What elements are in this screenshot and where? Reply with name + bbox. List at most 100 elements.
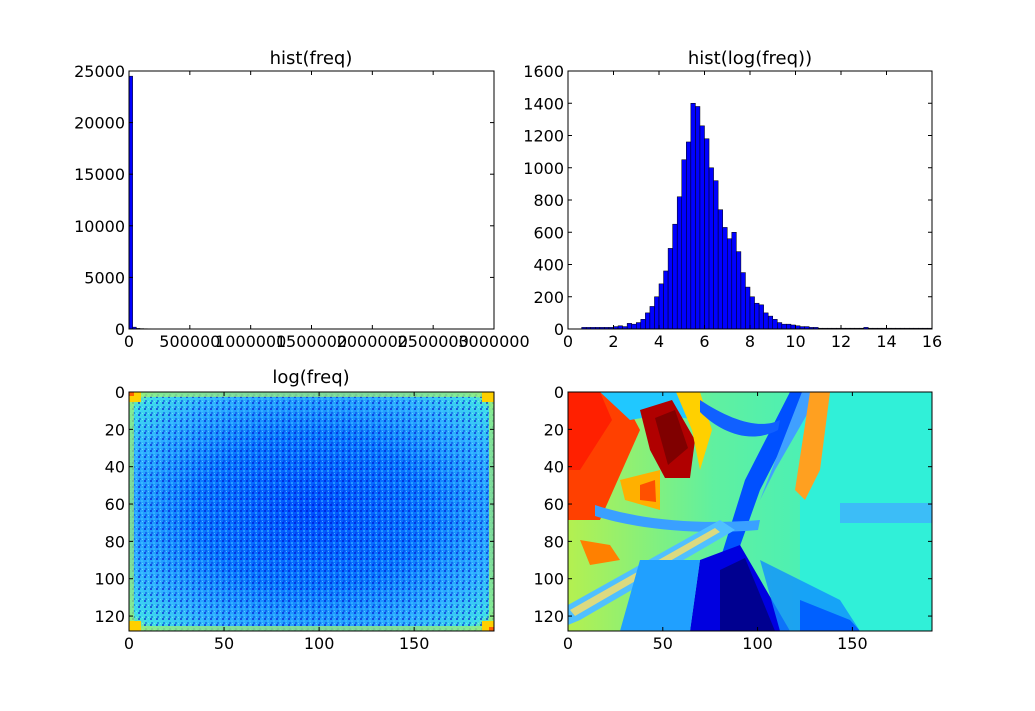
log-freq-ytick-label: 120 <box>94 607 125 626</box>
hist-freq-xtick-label: 2000000 <box>337 332 408 351</box>
hist-log-freq-xtick-label: 8 <box>745 332 755 351</box>
face-image-xtick-label: 50 <box>653 634 673 653</box>
hist-freq-bars <box>128 75 166 330</box>
hist-log-freq-xtick-label: 6 <box>699 332 709 351</box>
face-image-xtick-label: 150 <box>837 634 868 653</box>
hist-log-freq-bar <box>631 323 637 330</box>
face-image-ytick-label: 60 <box>544 495 564 514</box>
hist-log-freq-bar <box>686 141 692 330</box>
log-freq-ytick-label: 40 <box>105 458 125 477</box>
hist-log-freq-bars <box>581 103 933 330</box>
hist-log-freq-xtick-label: 2 <box>608 332 618 351</box>
face-image-xtick-label: 100 <box>742 634 773 653</box>
hist-freq-ytick-label: 15000 <box>74 165 125 184</box>
hist-log-freq-ytick-label: 0 <box>554 320 564 339</box>
hist-log-freq-bar <box>717 209 723 330</box>
hist-log-freq-ytick-label: 400 <box>533 256 564 275</box>
hist-log-freq-axes: 0 2 4 6 8 10 12 14 16 0 200 400 600 800 1000 1200 1400 16… <box>523 62 942 351</box>
hist-log-freq-xtick-label: 4 <box>654 332 664 351</box>
hist-log-freq-xtick-label: 0 <box>563 332 573 351</box>
hist-freq-bar <box>128 75 133 330</box>
hist-freq-ytick-label: 20000 <box>74 114 125 133</box>
image-panel: 0 50 100 150 0 20 40 60 80 100 120 <box>533 383 933 653</box>
hist-log-freq-bar <box>772 319 778 330</box>
log-freq-ytick-label: 0 <box>115 383 125 402</box>
hist-log-freq-bar <box>699 125 705 330</box>
face-image-ytick-label: 0 <box>554 383 564 402</box>
log-freq-image <box>129 392 494 631</box>
hist-log-freq-bar <box>676 196 683 330</box>
hist-log-freq-ytick-label: 1600 <box>523 62 564 81</box>
hist-log-freq-bar <box>658 283 664 330</box>
hist-log-freq-bar <box>626 323 632 330</box>
hist-log-freq-ytick-label: 1000 <box>523 159 564 178</box>
hist-log-freq-bar <box>636 322 642 330</box>
hist-log-freq-bar <box>645 312 651 330</box>
hist-log-freq-bar <box>695 106 701 330</box>
log-freq-ytick-label: 60 <box>105 495 125 514</box>
hist-freq-ytick-label: 10000 <box>74 217 125 236</box>
hist-freq-frame <box>128 70 495 330</box>
hist-log-freq-bar <box>754 302 760 330</box>
hist-log-freq-xtick-label: 14 <box>876 332 896 351</box>
hist-log-freq-bar <box>722 227 728 330</box>
hist-freq-panel: hist(freq) 0 5000001000000150000020000002… <box>74 48 530 351</box>
hist-log-freq-bar <box>736 251 742 330</box>
log-freq-ytick-label: 20 <box>105 420 125 439</box>
face-image-frame <box>567 391 933 632</box>
face-image <box>568 392 932 631</box>
log-freq-frame <box>128 391 495 632</box>
hist-log-freq-bar <box>767 315 774 330</box>
hist-freq-ytick-label: 5000 <box>84 268 125 287</box>
hist-log-freq-bar <box>704 138 710 330</box>
hist-freq-xtick-label: 3000000 <box>458 332 529 351</box>
hist-log-freq-bar <box>790 324 796 330</box>
hist-log-freq-ytick-label: 1200 <box>523 127 564 146</box>
hist-log-freq-bar <box>749 296 755 330</box>
hist-log-freq-ytick-label: 200 <box>533 288 564 307</box>
hist-freq-title: hist(freq) <box>270 48 353 69</box>
face-image-ytick-label: 40 <box>544 458 564 477</box>
hist-log-freq-bar <box>690 103 696 330</box>
hist-log-freq-bar <box>740 272 746 330</box>
log-freq-xtick-label: 0 <box>124 634 134 653</box>
face-image-xtick-label: 0 <box>563 634 573 653</box>
hist-log-freq-xtick-label: 10 <box>785 332 805 351</box>
hist-freq-xtick-label: 0 <box>124 332 134 351</box>
log-freq-xtick-label: 150 <box>399 634 430 653</box>
hist-log-freq-bar <box>781 323 787 330</box>
hist-log-freq-bar <box>777 322 783 330</box>
hist-log-freq-bar <box>667 248 673 330</box>
hist-log-freq-ytick-label: 600 <box>533 223 564 242</box>
hist-freq-xtick-label: 2500000 <box>398 332 469 351</box>
hist-log-freq-bar <box>681 159 687 330</box>
hist-log-freq-bar <box>758 304 764 330</box>
face-image-ytick-label: 100 <box>533 570 564 589</box>
log-freq-ytick-label: 100 <box>94 570 125 589</box>
hist-log-freq-bar <box>786 323 792 330</box>
hist-log-freq-bar <box>731 232 737 330</box>
log-freq-ytick-label: 80 <box>105 532 125 551</box>
hist-log-freq-panel: hist(log(freq)) 0 2 4 6 8 10 12 14 16 0 200 400 600 8… <box>523 48 942 351</box>
log-freq-panel: log(freq) 0 50 100 150 0 20 40 60 80 100 120 <box>94 367 495 653</box>
hist-log-freq-bar <box>649 306 655 330</box>
face-image-ytick-label: 80 <box>544 532 564 551</box>
hist-log-freq-bar <box>745 286 751 330</box>
log-freq-xtick-label: 100 <box>304 634 335 653</box>
hist-log-freq-xtick-label: 12 <box>831 332 851 351</box>
face-image-axes: 0 50 100 150 0 20 40 60 80 100 120 <box>533 383 932 653</box>
hist-log-freq-ytick-label: 1400 <box>523 94 564 113</box>
face-image-ytick-label: 120 <box>533 607 564 626</box>
face-image-ytick-label: 20 <box>544 420 564 439</box>
hist-freq-xtick-label: 1500000 <box>276 332 347 351</box>
hist-log-freq-bar <box>663 270 669 330</box>
hist-freq-ytick-label: 25000 <box>74 62 125 81</box>
hist-freq-xtick-label: 1000000 <box>215 332 286 351</box>
hist-freq-xtick-label: 500000 <box>159 332 220 351</box>
hist-log-freq-xtick-label: 16 <box>922 332 942 351</box>
hist-log-freq-bar <box>654 296 660 330</box>
hist-log-freq-bar <box>672 223 678 330</box>
hist-freq-axes: 0 500000100000015000002000000250000030000… <box>74 62 530 351</box>
hist-log-freq-bar <box>763 312 769 330</box>
